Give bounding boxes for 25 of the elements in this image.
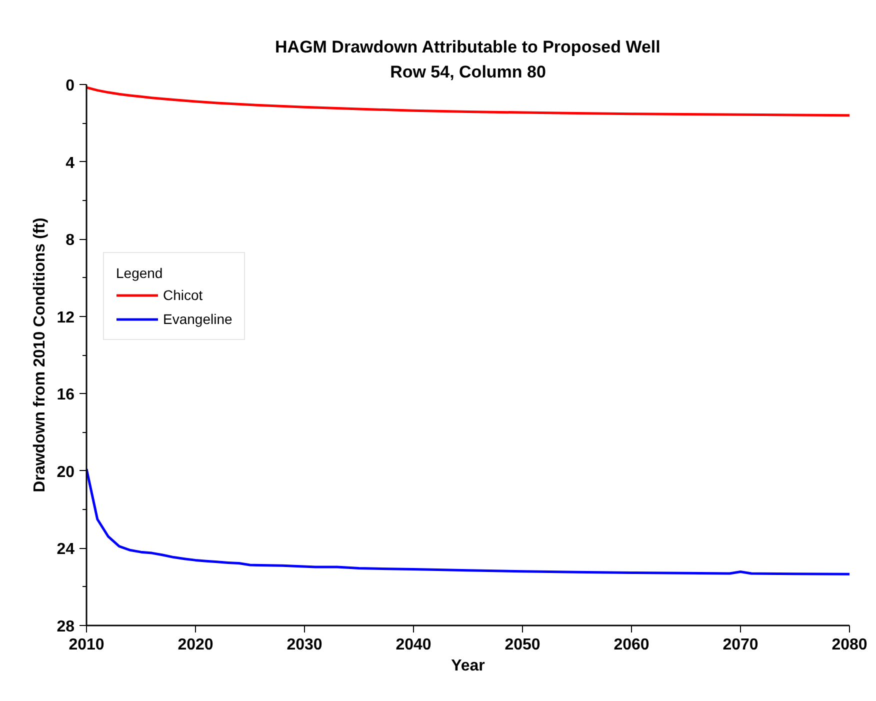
y-tick-label: 28 [56, 618, 75, 636]
y-tick-label: 20 [56, 464, 75, 481]
y-tick-label: 0 [66, 78, 75, 94]
chart-title: HAGM Drawdown Attributable to Proposed Well [275, 38, 660, 56]
x-tick-label: 2030 [286, 636, 322, 654]
x-axis-title: Year [451, 658, 485, 674]
chart-subtitle: Row 54, Column 80 [390, 62, 546, 82]
legend-label: Chicot [163, 287, 203, 303]
y-tick-label: 24 [56, 541, 75, 558]
y-axis-title: Drawdown from 2010 Conditions (ft) [32, 218, 49, 492]
legend-title: Legend [116, 265, 164, 281]
x-tick-label: 2080 [832, 636, 868, 654]
x-tick-label: 2060 [614, 636, 650, 654]
x-tick-label: 2010 [68, 636, 104, 654]
y-tick-label: 4 [66, 154, 75, 172]
x-tick-label: 2040 [396, 636, 432, 654]
y-tick-label: 16 [56, 386, 75, 404]
line-series [86, 468, 850, 576]
x-tick-label: 2020 [178, 636, 214, 654]
y-tick-label: 12 [56, 309, 75, 326]
x-tick-label: 2070 [722, 636, 758, 654]
legend-label: Evangeline [163, 311, 232, 327]
x-tick-label: 2050 [504, 636, 540, 654]
y-tick-label: 8 [66, 232, 75, 250]
line-series [86, 86, 850, 117]
